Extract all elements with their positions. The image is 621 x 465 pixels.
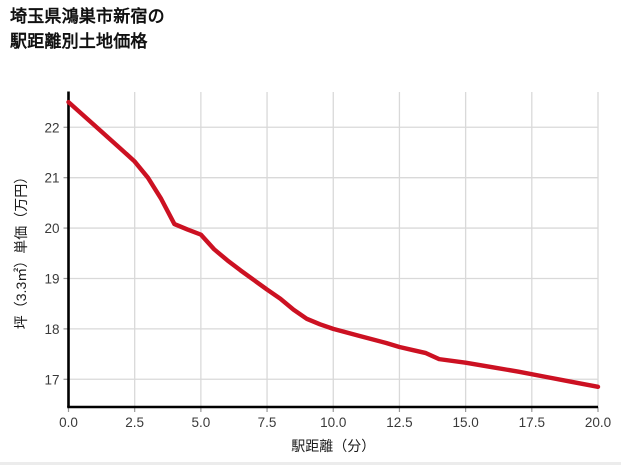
svg-text:20: 20 xyxy=(44,221,59,236)
svg-text:5.0: 5.0 xyxy=(191,415,210,430)
svg-text:0.0: 0.0 xyxy=(59,415,78,430)
svg-text:7.5: 7.5 xyxy=(258,415,277,430)
svg-text:15.0: 15.0 xyxy=(452,415,478,430)
svg-text:17.5: 17.5 xyxy=(519,415,545,430)
gridlines xyxy=(68,92,599,407)
svg-text:21: 21 xyxy=(44,171,59,186)
axis-lines xyxy=(67,91,598,409)
y-axis-title: 坪（3.3㎡）単価（万円） xyxy=(13,170,29,329)
svg-text:12.5: 12.5 xyxy=(386,415,412,430)
svg-text:2.5: 2.5 xyxy=(125,415,144,430)
y-axis-ticks: 17 18 19 20 21 22 xyxy=(44,120,69,387)
svg-text:22: 22 xyxy=(44,120,59,135)
svg-text:18: 18 xyxy=(44,322,59,337)
footer-divider xyxy=(0,462,621,465)
svg-text:20.0: 20.0 xyxy=(585,415,611,430)
x-axis-ticks: 0.0 2.5 5.0 7.5 10.0 12.5 15.0 17.5 20.0 xyxy=(59,407,611,430)
svg-text:10.0: 10.0 xyxy=(320,415,346,430)
data-line-series xyxy=(66,99,601,390)
svg-text:19: 19 xyxy=(44,271,59,286)
svg-text:17: 17 xyxy=(44,372,59,387)
chart-title: 埼玉県鴻巣市新宿の 駅距離別土地価格 xyxy=(10,7,165,51)
x-axis-title: 駅距離（分） xyxy=(291,438,375,454)
